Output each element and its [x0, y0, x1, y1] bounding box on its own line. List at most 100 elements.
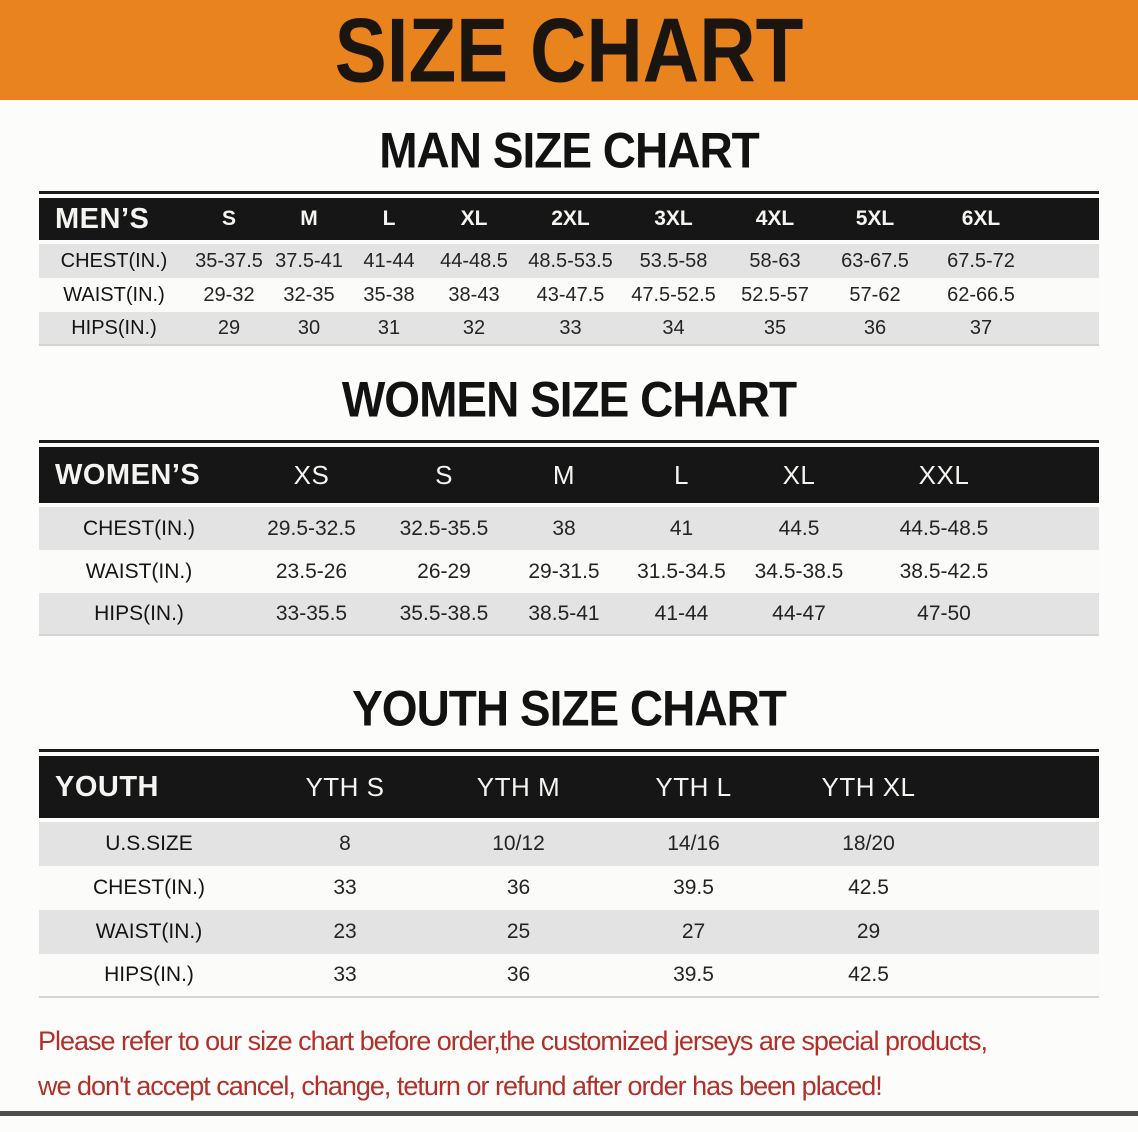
measurement-value: 44.5: [739, 507, 859, 550]
measurement-value: 44-48.5: [429, 244, 519, 278]
table-group-label: YOUTH: [39, 756, 259, 822]
measurement-label: CHEST(IN.): [39, 507, 239, 550]
measurement-value: 36: [431, 954, 606, 998]
order-notice: Please refer to our size chart before or…: [38, 1019, 1100, 1109]
notice-line-2: we don't accept cancel, change, teturn o…: [38, 1071, 883, 1101]
measurement-value: 35: [725, 312, 825, 346]
measurement-value: 32-35: [269, 278, 349, 312]
measurement-value: 29-32: [189, 278, 269, 312]
filler-cell: [956, 866, 1099, 910]
table-group-label: WOMEN’S: [39, 447, 239, 507]
measurement-value: 23: [259, 910, 431, 954]
measurement-value: 33-35.5: [239, 593, 384, 636]
measurement-value: 33: [259, 866, 431, 910]
size-column-header: 3XL: [622, 198, 725, 244]
filler-cell: [1037, 278, 1099, 312]
measurement-value: 29: [189, 312, 269, 346]
size-column-header: YTH XL: [781, 756, 956, 822]
size-column-header: 4XL: [725, 198, 825, 244]
size-chart-banner: SIZE CHART: [0, 0, 1138, 100]
measurement-row: CHEST(IN.) 33 36 39.5 42.5: [39, 866, 1099, 910]
measurement-value: 32.5-35.5: [384, 507, 504, 550]
measurement-value: 29: [781, 910, 956, 954]
size-column-header: L: [349, 198, 429, 244]
size-column-header: S: [189, 198, 269, 244]
measurement-value: 52.5-57: [725, 278, 825, 312]
measurement-value: 23.5-26: [239, 550, 384, 593]
measurement-value: 63-67.5: [825, 244, 925, 278]
measurement-value: 37: [925, 312, 1037, 346]
measurement-value: 36: [431, 866, 606, 910]
size-column-header: YTH L: [606, 756, 781, 822]
measurement-value: 38.5-41: [504, 593, 624, 636]
measurement-value: 29-31.5: [504, 550, 624, 593]
measurement-row: CHEST(IN.) 29.5-32.5 32.5-35.5 38 41 44.5 44.5…: [39, 507, 1099, 550]
measurement-value: 47-50: [859, 593, 1029, 636]
measurement-value: 39.5: [606, 954, 781, 998]
measurement-value: 32: [429, 312, 519, 346]
measurement-value: 10/12: [431, 822, 606, 866]
filler-cell: [1029, 593, 1099, 636]
measurement-label: HIPS(IN.): [39, 954, 259, 998]
size-column-header: XXL: [859, 447, 1029, 507]
filler-cell: [1037, 244, 1099, 278]
measurement-value: 30: [269, 312, 349, 346]
measurement-value: 47.5-52.5: [622, 278, 725, 312]
filler-cell: [956, 756, 1099, 822]
measurement-label: WAIST(IN.): [39, 550, 239, 593]
size-column-header: XL: [429, 198, 519, 244]
men-size-table-wrap: MEN’S S M L XL 2XL 3XL 4XL 5XL 6XL CHEST(IN.) 35-37…: [39, 191, 1099, 346]
youth-size-table: YOUTH YTH S YTH M YTH L YTH XL U.S.SIZE 8 10/12…: [39, 756, 1099, 998]
measurement-value: 33: [259, 954, 431, 998]
size-column-header: S: [384, 447, 504, 507]
measurement-row: WAIST(IN.) 23.5-26 26-29 29-31.5 31.5-34.5 34…: [39, 550, 1099, 593]
measurement-value: 41: [624, 507, 739, 550]
measurement-row: HIPS(IN.) 29 30 31 32 33 34 35 36 37: [39, 312, 1099, 346]
men-size-table: MEN’S S M L XL 2XL 3XL 4XL 5XL 6XL CHEST(IN.) 35-37…: [39, 198, 1099, 346]
measurement-value: 18/20: [781, 822, 956, 866]
measurement-value: 26-29: [384, 550, 504, 593]
measurement-value: 38.5-42.5: [859, 550, 1029, 593]
measurement-value: 8: [259, 822, 431, 866]
measurement-row: U.S.SIZE 8 10/12 14/16 18/20: [39, 822, 1099, 866]
women-size-section: WOMEN SIZE CHART WOMEN’S XS S M L XL XXL CHEST(…: [0, 370, 1138, 636]
women-section-title: WOMEN SIZE CHART: [341, 370, 797, 428]
size-column-header: 5XL: [825, 198, 925, 244]
measurement-value: 48.5-53.5: [519, 244, 622, 278]
filler-cell: [956, 910, 1099, 954]
measurement-value: 39.5: [606, 866, 781, 910]
measurement-value: 34.5-38.5: [739, 550, 859, 593]
measurement-value: 34: [622, 312, 725, 346]
size-table-header-row: YOUTH YTH S YTH M YTH L YTH XL: [39, 756, 1099, 822]
youth-section-title: YOUTH SIZE CHART: [352, 679, 787, 737]
measurement-row: HIPS(IN.) 33 36 39.5 42.5: [39, 954, 1099, 998]
women-size-table: WOMEN’S XS S M L XL XXL CHEST(IN.) 29.5-32.5 32.5…: [39, 447, 1099, 636]
bottom-strip: [0, 1111, 1138, 1116]
measurement-value: 35-37.5: [189, 244, 269, 278]
size-column-header: 6XL: [925, 198, 1037, 244]
measurement-value: 57-62: [825, 278, 925, 312]
women-size-table-wrap: WOMEN’S XS S M L XL XXL CHEST(IN.) 29.5-32.5 32.5…: [39, 440, 1099, 636]
measurement-value: 38: [504, 507, 624, 550]
measurement-value: 38-43: [429, 278, 519, 312]
measurement-value: 67.5-72: [925, 244, 1037, 278]
measurement-value: 41-44: [349, 244, 429, 278]
measurement-value: 25: [431, 910, 606, 954]
measurement-value: 35-38: [349, 278, 429, 312]
measurement-label: CHEST(IN.): [39, 866, 259, 910]
measurement-value: 53.5-58: [622, 244, 725, 278]
measurement-value: 41-44: [624, 593, 739, 636]
filler-cell: [956, 822, 1099, 866]
measurement-label: WAIST(IN.): [39, 910, 259, 954]
size-column-header: YTH M: [431, 756, 606, 822]
size-table-header-row: WOMEN’S XS S M L XL XXL: [39, 447, 1099, 507]
size-column-header: YTH S: [259, 756, 431, 822]
filler-cell: [1037, 312, 1099, 346]
youth-size-section: YOUTH SIZE CHART YOUTH YTH S YTH M YTH L YTH…: [0, 679, 1138, 998]
measurement-value: 36: [825, 312, 925, 346]
measurement-value: 29.5-32.5: [239, 507, 384, 550]
size-column-header: L: [624, 447, 739, 507]
measurement-value: 14/16: [606, 822, 781, 866]
measurement-row: CHEST(IN.) 35-37.5 37.5-41 41-44 44-48.5 48.5…: [39, 244, 1099, 278]
